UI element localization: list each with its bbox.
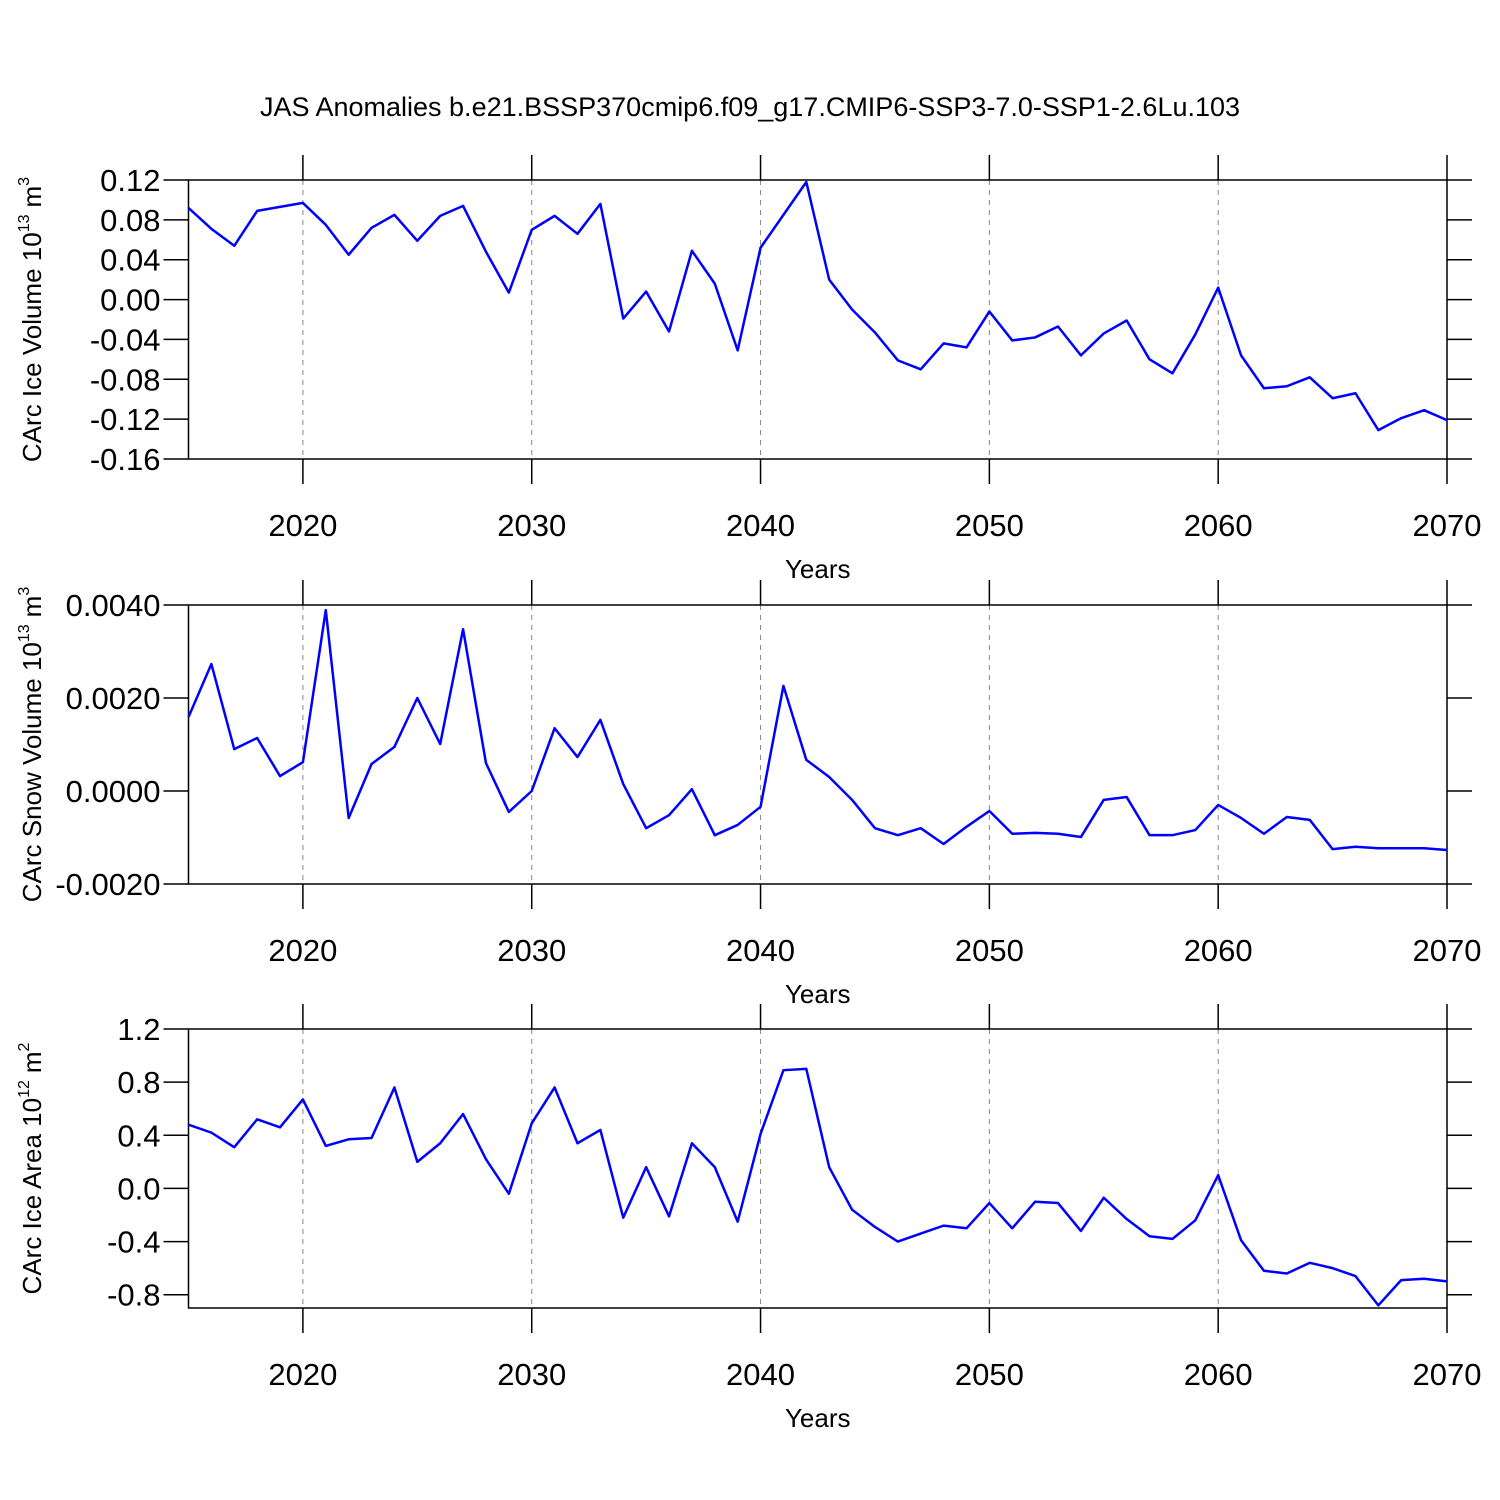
y-label-unit: m [17, 1051, 47, 1073]
y-axis-label: CArc Ice Area 1012 m2 [16, 1042, 47, 1294]
x-tick-label: 2050 [955, 508, 1024, 543]
x-tick-label: 2040 [726, 933, 795, 968]
y-label-text: CArc Ice Area 10 [17, 1098, 47, 1295]
data-line [187, 608, 1448, 852]
y-tick-label: 0.12 [100, 163, 160, 198]
y-label-unit-exp: 3 [16, 587, 33, 596]
x-tick-label: 2060 [1184, 933, 1253, 968]
x-axis-label: Years [785, 554, 851, 584]
x-tick-label: 2060 [1184, 1357, 1253, 1392]
y-label-exp: 13 [16, 624, 33, 642]
x-tick-label: 2070 [1413, 933, 1482, 968]
y-tick-label: 0.08 [100, 203, 160, 238]
x-axis-label: Years [785, 979, 851, 1009]
x-tick-label: 2070 [1413, 1357, 1482, 1392]
y-tick-label: 0.8 [117, 1065, 160, 1100]
plot-frame [187, 1028, 1448, 1309]
y-tick-label: -0.8 [107, 1278, 160, 1313]
x-tick-label: 2030 [497, 1357, 566, 1392]
x-tick-label: 2020 [268, 508, 337, 543]
data-line [187, 180, 1448, 432]
x-tick-label: 2020 [268, 1357, 337, 1392]
y-label-text: CArc Snow Volume 10 [17, 642, 47, 902]
y-label-unit: m [17, 596, 47, 618]
y-axis-label: CArc Ice Volume 1013 m3 [16, 177, 47, 462]
y-tick-label: -0.0020 [55, 867, 160, 902]
y-label-text: CArc Ice Volume 10 [17, 232, 47, 462]
y-tick-label: -0.4 [107, 1225, 160, 1260]
y-tick-label: 0.0020 [66, 681, 161, 716]
y-tick-label: 0.00 [100, 283, 160, 318]
y-label-unit-exp: 2 [16, 1042, 33, 1051]
y-tick-label: 0.0040 [66, 588, 161, 623]
x-tick-label: 2050 [955, 933, 1024, 968]
y-label-exp: 12 [16, 1080, 33, 1098]
y-label-exp: 13 [16, 214, 33, 232]
chart-title: JAS Anomalies b.e21.BSSP370cmip6.f09_g17… [260, 92, 1240, 122]
x-tick-label: 2040 [726, 508, 795, 543]
plot-frame [187, 179, 1448, 460]
y-axis-label: CArc Snow Volume 1013 m3 [16, 587, 47, 903]
y-tick-label: -0.12 [90, 402, 161, 437]
x-tick-label: 2020 [268, 933, 337, 968]
x-tick-label: 2040 [726, 1357, 795, 1392]
y-label-unit-exp: 3 [16, 177, 33, 186]
y-tick-label: -0.04 [90, 322, 161, 357]
y-label-unit: m [17, 186, 47, 208]
plot-frame [187, 604, 1448, 885]
y-tick-label: 0.0000 [66, 774, 161, 809]
y-tick-label: -0.08 [90, 362, 161, 397]
y-tick-label: -0.16 [90, 442, 161, 477]
x-tick-label: 2030 [497, 508, 566, 543]
x-axis-label: Years [785, 1403, 851, 1433]
x-tick-label: 2070 [1413, 508, 1482, 543]
y-tick-label: 1.2 [117, 1012, 160, 1047]
y-tick-label: 0.04 [100, 243, 160, 278]
x-tick-label: 2060 [1184, 508, 1253, 543]
x-tick-label: 2050 [955, 1357, 1024, 1392]
y-tick-label: 0.0 [117, 1171, 160, 1206]
data-line [188, 1067, 1448, 1307]
x-tick-label: 2030 [497, 933, 566, 968]
y-tick-label: 0.4 [117, 1118, 160, 1153]
